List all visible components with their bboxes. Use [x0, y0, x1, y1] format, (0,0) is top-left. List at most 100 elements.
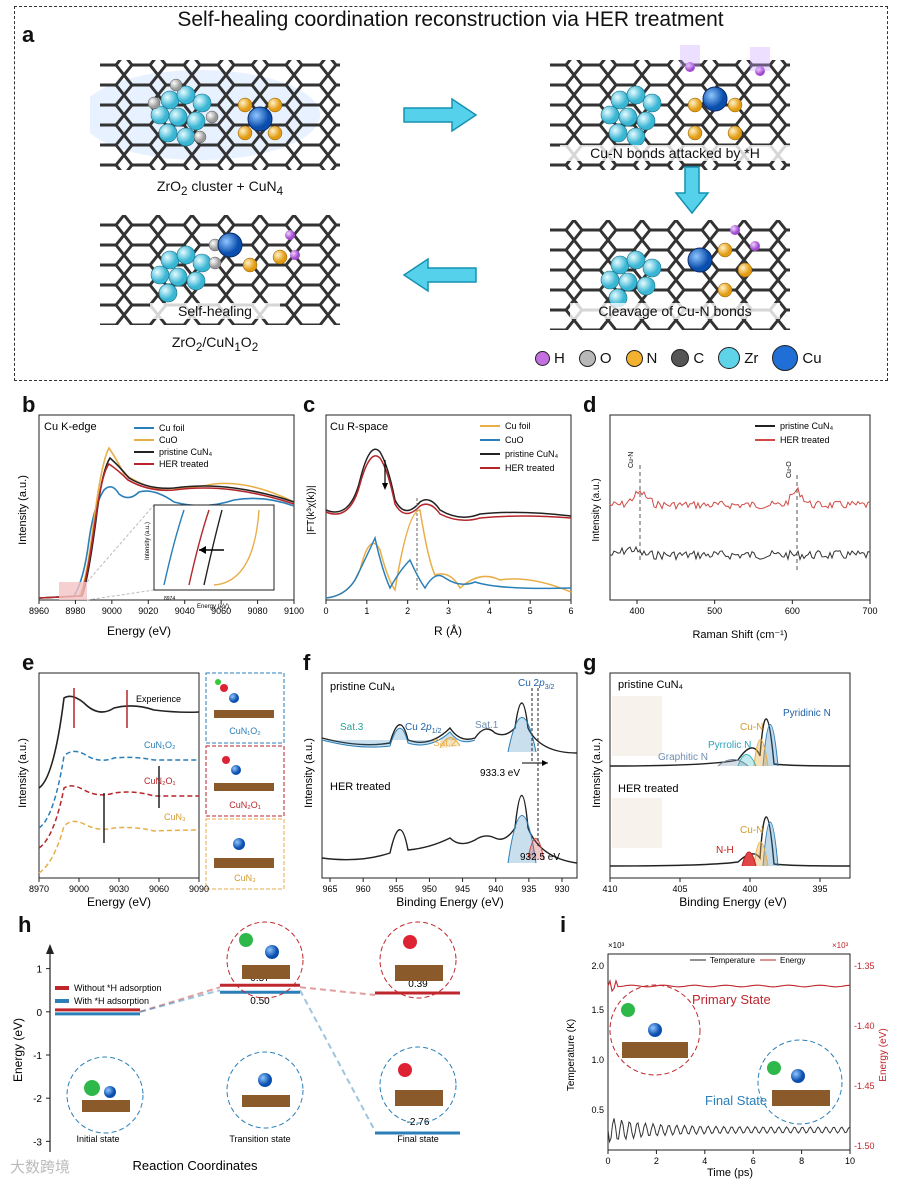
legend-h: H — [535, 350, 565, 367]
panel-b-xlabel: Energy (eV) — [107, 624, 171, 638]
step-self-healing-label: Self-healing — [150, 303, 280, 319]
h-legend-with: With *H adsorption — [74, 996, 149, 1006]
c-atom-icon — [671, 349, 690, 367]
b-x-tick: 9020 — [138, 606, 158, 616]
h-y-tick: 0 — [36, 1008, 42, 1019]
i-yticks-right: -1.35 -1.40 -1.45 -1.50 — [854, 961, 875, 1151]
zr-atom-icon — [718, 347, 741, 369]
f-value-her: 932.5 eV — [520, 852, 560, 863]
legend-c: C — [671, 349, 704, 367]
panel-f-xlabel: Binding Energy (eV) — [396, 895, 503, 909]
h-value-label: 0.50 — [250, 996, 270, 1007]
d-annot-cuo: Cu-O — [786, 461, 793, 478]
c-x-tick: 0 — [323, 606, 328, 616]
i-curve-energy — [607, 978, 851, 993]
i-yr-tick: -1.35 — [854, 961, 875, 971]
i-yr-tick: -1.50 — [854, 1141, 875, 1151]
f-xticks: 965 960 955 950 945 940 935 930 — [322, 878, 570, 894]
panel-c-heading: Cu R-space — [330, 421, 388, 433]
panel-i-ylabel-left: Temperature (K) — [566, 1019, 577, 1091]
b-legend-cufoil: Cu foil — [159, 423, 185, 433]
panel-g-chart: pristine CuN₄ HER treated Pyridinic N Cu… — [591, 672, 851, 909]
b-x-tick: 8960 — [29, 606, 49, 616]
d-legend-her: HER treated — [780, 435, 830, 445]
c-x-tick: 5 — [528, 606, 533, 616]
h-y-tick: -3 — [33, 1137, 42, 1148]
g-top-label: pristine CuN₄ — [618, 679, 684, 691]
panel-a-letter: a — [22, 22, 35, 47]
b-x-tick: 9000 — [102, 606, 122, 616]
h-connector — [299, 989, 376, 1132]
h-state-label: Initial state — [76, 1134, 119, 1144]
f-peak-cu2p12: Cu 2p1/2 — [405, 722, 442, 735]
g-x-tick: 410 — [602, 884, 617, 894]
c-xticks: 0 1 2 3 4 5 6 — [323, 600, 574, 616]
o-atom-icon — [578, 349, 596, 367]
h-atom-icon — [535, 350, 550, 366]
panel-b-ylabel: Intensity (a.u.) — [17, 475, 29, 545]
panel-c-chart: Cu R-space Cu foil CuO pristine CuN₄ HER… — [306, 414, 574, 638]
g-peak-pyrrolic: Pyrrolic N — [708, 740, 751, 751]
panel-h-xlabel: Reaction Coordinates — [132, 1158, 258, 1173]
f-peak-sat3: Sat.3 — [340, 722, 364, 733]
panel-e-chart: Experience CuN₁O₂ CuN₂O₁ CuN₃ CuN₁O₂ CuN… — [17, 672, 285, 909]
panel-b-chart: Cu K-edge Cu foil CuO pristine CuN₄ HER … — [17, 414, 304, 638]
e-x-tick: 9060 — [149, 884, 169, 894]
f-x-tick: 940 — [488, 884, 503, 894]
b-legend-cuo: CuO — [159, 435, 178, 445]
legend-o: O — [578, 349, 612, 367]
i-curve-temp — [607, 1118, 850, 1144]
b-legend-pristine: pristine CuN₄ — [159, 447, 213, 457]
i-x-tick: 10 — [845, 1156, 855, 1166]
panel-d-letter: d — [583, 392, 597, 417]
c-legend-pristine: pristine CuN₄ — [505, 449, 559, 459]
f-x-tick: 945 — [455, 884, 470, 894]
h-y-tick: -2 — [33, 1094, 42, 1105]
e-x-tick: 9090 — [189, 884, 209, 894]
panel-e-ylabel: Intensity (a.u.) — [17, 738, 29, 808]
panel-c-xlabel: R (Å) — [434, 623, 462, 638]
e-x-tick: 9030 — [109, 884, 129, 894]
c-x-tick: 1 — [364, 606, 369, 616]
b-legend-her: HER treated — [159, 459, 209, 469]
e-struct-cun1o2: CuN₁O₂ — [229, 726, 261, 736]
c-x-tick: 2 — [405, 606, 410, 616]
cu-atom-icon — [772, 345, 799, 371]
panel-g-ylabel: Intensity (a.u.) — [591, 738, 603, 808]
d-legend-pristine: pristine CuN₄ — [780, 421, 834, 431]
e-xticks: 8970 9000 9030 9060 9090 — [29, 878, 209, 894]
e-label-cun3: CuN₃ — [164, 812, 186, 822]
d-x-tick: 500 — [707, 606, 722, 616]
i-x-tick: 4 — [702, 1156, 707, 1166]
panel-c-letter: c — [303, 392, 316, 417]
b-inset-xlabel: Energy (eV) — [197, 604, 229, 610]
i-x-tick: 0 — [605, 1156, 610, 1166]
panel-d-xlabel: Raman Shift (cm⁻¹) — [692, 629, 787, 641]
i-yl-tick: 1.5 — [591, 1005, 604, 1015]
g-peak-pyridinic: Pyridinic N — [783, 708, 831, 719]
panel-d-chart: pristine CuN₄ HER treated Cu-N Cu-O 400 5… — [591, 414, 878, 641]
e-x-tick: 9000 — [69, 884, 89, 894]
step-cleavage-label: Cleavage of Cu-N bonds — [570, 303, 780, 319]
panel-a-title: Self-healing coordination reconstruction… — [177, 8, 724, 31]
f-value-pristine: 933.3 eV — [480, 768, 520, 779]
b-x-tick: 9100 — [284, 606, 304, 616]
f-x-tick: 955 — [389, 884, 404, 894]
panel-f-chart: pristine CuN₄ HER treated Sat.3 Cu 2p1/2… — [303, 672, 578, 909]
i-x-tick: 6 — [751, 1156, 756, 1166]
i-x-tick: 2 — [654, 1156, 659, 1166]
f-x-tick: 930 — [554, 884, 569, 894]
panel-b-heading: Cu K-edge — [44, 421, 97, 433]
d-x-tick: 700 — [862, 606, 877, 616]
panel-i-xlabel: Time (ps) — [707, 1167, 753, 1179]
f-x-tick: 960 — [356, 884, 371, 894]
g-x-tick: 400 — [742, 884, 757, 894]
i-yticks-left: 2.0 1.5 1.0 0.5 — [591, 961, 604, 1115]
f-peak-sat2: Sat.2 — [433, 738, 457, 749]
i-yl-tick: 2.0 — [591, 961, 604, 971]
g-xticks: 410 405 400 395 — [602, 878, 828, 894]
scene-cleavage — [550, 220, 790, 330]
panel-i-ylabel-right: Energy (eV) — [878, 1028, 889, 1081]
e-struct-cun2o1: CuN₂O₁ — [229, 800, 261, 810]
